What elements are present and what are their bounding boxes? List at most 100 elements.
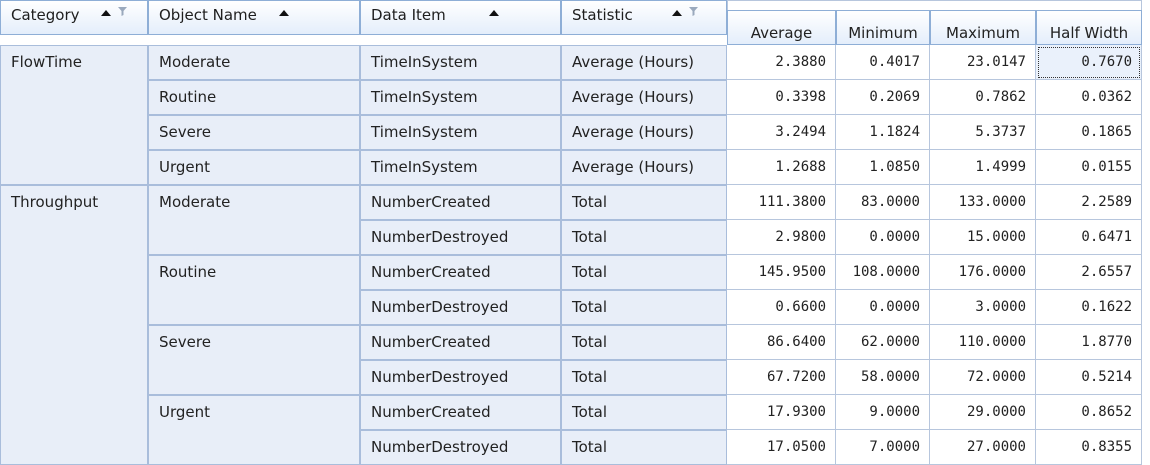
statistic-cell[interactable]: Total [561, 185, 727, 220]
value-cell[interactable]: 1.2688 [727, 150, 836, 185]
value-cell[interactable]: 3.2494 [727, 115, 836, 150]
sort-ascending-icon[interactable] [101, 10, 111, 16]
statistic-cell[interactable]: Total [561, 220, 727, 255]
data-item-cell[interactable]: TimeInSystem [360, 150, 561, 185]
value-cell[interactable]: 0.6471 [1036, 220, 1142, 255]
value-cell[interactable]: 1.0850 [836, 150, 930, 185]
data-item-cell[interactable]: NumberDestroyed [360, 360, 561, 395]
statistic-cell[interactable]: Average (Hours) [561, 150, 727, 185]
data-item-label: NumberDestroyed [371, 368, 509, 386]
data-item-cell[interactable]: TimeInSystem [360, 45, 561, 80]
value-cell[interactable]: 67.7200 [727, 360, 836, 395]
value-cell[interactable]: 1.8770 [1036, 325, 1142, 360]
value-cell[interactable]: 2.3880 [727, 45, 836, 80]
object-name-cell[interactable]: Routine [148, 80, 360, 115]
value-cell[interactable]: 5.3737 [930, 115, 1036, 150]
value-cell[interactable]: 133.0000 [930, 185, 1036, 220]
statistic-cell[interactable]: Total [561, 325, 727, 360]
value-cell[interactable]: 0.8652 [1036, 395, 1142, 430]
object-name-cell[interactable]: Urgent [148, 150, 360, 185]
row-header-data-item[interactable]: Data Item [360, 0, 561, 35]
value-cell[interactable]: 2.9800 [727, 220, 836, 255]
value-cell[interactable]: 110.0000 [930, 325, 1036, 360]
value-cell[interactable]: 0.0362 [1036, 80, 1142, 115]
value-header-minimum[interactable]: Minimum [836, 10, 930, 45]
value-cell[interactable]: 108.0000 [836, 255, 930, 290]
row-header-statistic[interactable]: Statistic [561, 0, 727, 35]
statistic-cell[interactable]: Average (Hours) [561, 45, 727, 80]
statistic-cell[interactable]: Total [561, 290, 727, 325]
data-item-cell[interactable]: TimeInSystem [360, 80, 561, 115]
value-cell[interactable]: 62.0000 [836, 325, 930, 360]
data-item-cell[interactable]: NumberDestroyed [360, 220, 561, 255]
value-cell[interactable]: 7.0000 [836, 430, 930, 465]
statistic-cell[interactable]: Total [561, 360, 727, 395]
value-cell[interactable]: 72.0000 [930, 360, 1036, 395]
value-cell[interactable]: 0.7670 [1036, 45, 1142, 80]
value-cell[interactable]: 0.4017 [836, 45, 930, 80]
value-cell[interactable]: 15.0000 [930, 220, 1036, 255]
data-item-cell[interactable]: NumberDestroyed [360, 430, 561, 465]
value-cell[interactable]: 0.2069 [836, 80, 930, 115]
value-header-maximum[interactable]: Maximum [930, 10, 1036, 45]
statistic-cell[interactable]: Total [561, 430, 727, 465]
value-cell[interactable]: 17.9300 [727, 395, 836, 430]
value-cell[interactable]: 29.0000 [930, 395, 1036, 430]
value-cell[interactable]: 86.6400 [727, 325, 836, 360]
data-item-cell[interactable]: NumberCreated [360, 395, 561, 430]
value-cell[interactable]: 0.1865 [1036, 115, 1142, 150]
value-cell[interactable]: 2.6557 [1036, 255, 1142, 290]
category-cell[interactable]: FlowTime [0, 45, 148, 185]
object-name-cell[interactable]: Urgent [148, 395, 360, 465]
value-cell[interactable]: 2.2589 [1036, 185, 1142, 220]
statistic-cell[interactable]: Average (Hours) [561, 115, 727, 150]
value-cell[interactable]: 176.0000 [930, 255, 1036, 290]
value-cell[interactable]: 0.3398 [727, 80, 836, 115]
object-name-label: Routine [159, 88, 217, 106]
value-cell[interactable]: 1.4999 [930, 150, 1036, 185]
object-name-cell[interactable]: Moderate [148, 45, 360, 80]
value-cell[interactable]: 0.0155 [1036, 150, 1142, 185]
data-item-cell[interactable]: TimeInSystem [360, 115, 561, 150]
value-cell[interactable]: 0.8355 [1036, 430, 1142, 465]
data-item-cell[interactable]: NumberCreated [360, 325, 561, 360]
filter-icon[interactable] [689, 2, 698, 16]
object-name-cell[interactable]: Moderate [148, 185, 360, 255]
value-cell[interactable]: 23.0147 [930, 45, 1036, 80]
data-item-cell[interactable]: NumberCreated [360, 255, 561, 290]
value-cell[interactable]: 0.6600 [727, 290, 836, 325]
value-cell[interactable]: 0.0000 [836, 290, 930, 325]
sort-ascending-icon[interactable] [279, 10, 289, 16]
value-cell[interactable]: 17.0500 [727, 430, 836, 465]
data-item-cell[interactable]: NumberCreated [360, 185, 561, 220]
value-cell[interactable]: 0.7862 [930, 80, 1036, 115]
value-cell[interactable]: 9.0000 [836, 395, 930, 430]
statistic-label: Average (Hours) [572, 123, 695, 141]
value-header-half-width[interactable]: Half Width [1036, 10, 1142, 45]
statistic-cell[interactable]: Total [561, 395, 727, 430]
value-cell[interactable]: 1.1824 [836, 115, 930, 150]
value-cell[interactable]: 111.3800 [727, 185, 836, 220]
sort-ascending-icon[interactable] [489, 10, 499, 16]
value-cell[interactable]: 58.0000 [836, 360, 930, 395]
statistic-cell[interactable]: Average (Hours) [561, 80, 727, 115]
object-name-cell[interactable]: Routine [148, 255, 360, 325]
value-cell[interactable]: 3.0000 [930, 290, 1036, 325]
value-cell[interactable]: 0.0000 [836, 220, 930, 255]
value-cell[interactable]: 0.5214 [1036, 360, 1142, 395]
sort-ascending-icon[interactable] [672, 10, 682, 16]
value-cell[interactable]: 27.0000 [930, 430, 1036, 465]
value-cell[interactable]: 145.9500 [727, 255, 836, 290]
statistic-cell[interactable]: Total [561, 255, 727, 290]
value-cell[interactable]: 83.0000 [836, 185, 930, 220]
row-header-category[interactable]: Category [0, 0, 148, 35]
filter-icon[interactable] [118, 2, 127, 16]
data-item-cell[interactable]: NumberDestroyed [360, 290, 561, 325]
statistic-label: Total [572, 298, 608, 316]
value-cell[interactable]: 0.1622 [1036, 290, 1142, 325]
object-name-cell[interactable]: Severe [148, 325, 360, 395]
object-name-cell[interactable]: Severe [148, 115, 360, 150]
category-cell[interactable]: Throughput [0, 185, 148, 465]
row-header-object-name[interactable]: Object Name [148, 0, 360, 35]
value-header-average[interactable]: Average [727, 10, 836, 45]
